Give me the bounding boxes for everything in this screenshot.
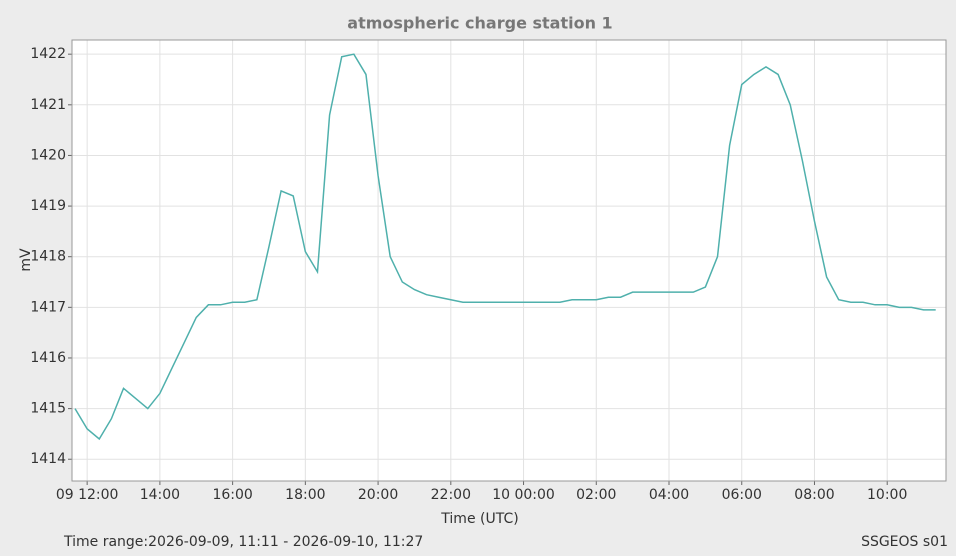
x-tick-label: 04:00	[649, 487, 689, 503]
x-tick-label: 02:00	[576, 487, 616, 503]
chart-title: atmospheric charge station 1	[347, 14, 612, 33]
x-tick-label: 08:00	[794, 487, 834, 503]
y-tick-label: 1419	[30, 198, 66, 214]
y-tick-label: 1422	[30, 46, 66, 62]
y-tick-label: 1421	[30, 97, 66, 113]
x-tick-label: 20:00	[358, 487, 398, 503]
x-tick-label: 10:00	[867, 487, 907, 503]
source: SSGEOS s01	[861, 534, 948, 550]
x-tick-label: 10 00:00	[492, 487, 555, 503]
x-tick-label: 14:00	[140, 487, 180, 503]
y-tick-label: 1417	[30, 299, 66, 315]
y-tick-label: 1418	[30, 249, 66, 265]
y-tick-label: 1416	[30, 350, 66, 366]
y-tick-label: 1414	[30, 451, 66, 467]
x-tick-label: 09 12:00	[56, 487, 119, 503]
y-tick-label: 1420	[30, 147, 66, 163]
y-axis-label: mV	[18, 248, 34, 272]
plot-area	[72, 40, 946, 481]
x-axis-label: Time (UTC)	[440, 511, 518, 527]
time-range: Time range:2026-09-09, 11:11 - 2026-09-1…	[63, 534, 423, 550]
data-line	[74, 53, 936, 441]
y-tick-label: 1415	[30, 401, 66, 417]
x-tick-label: 22:00	[431, 487, 471, 503]
x-tick-label: 18:00	[285, 487, 325, 503]
x-tick-label: 06:00	[722, 487, 762, 503]
plot-border	[71, 39, 947, 482]
x-tick-label: 16:00	[212, 487, 252, 503]
